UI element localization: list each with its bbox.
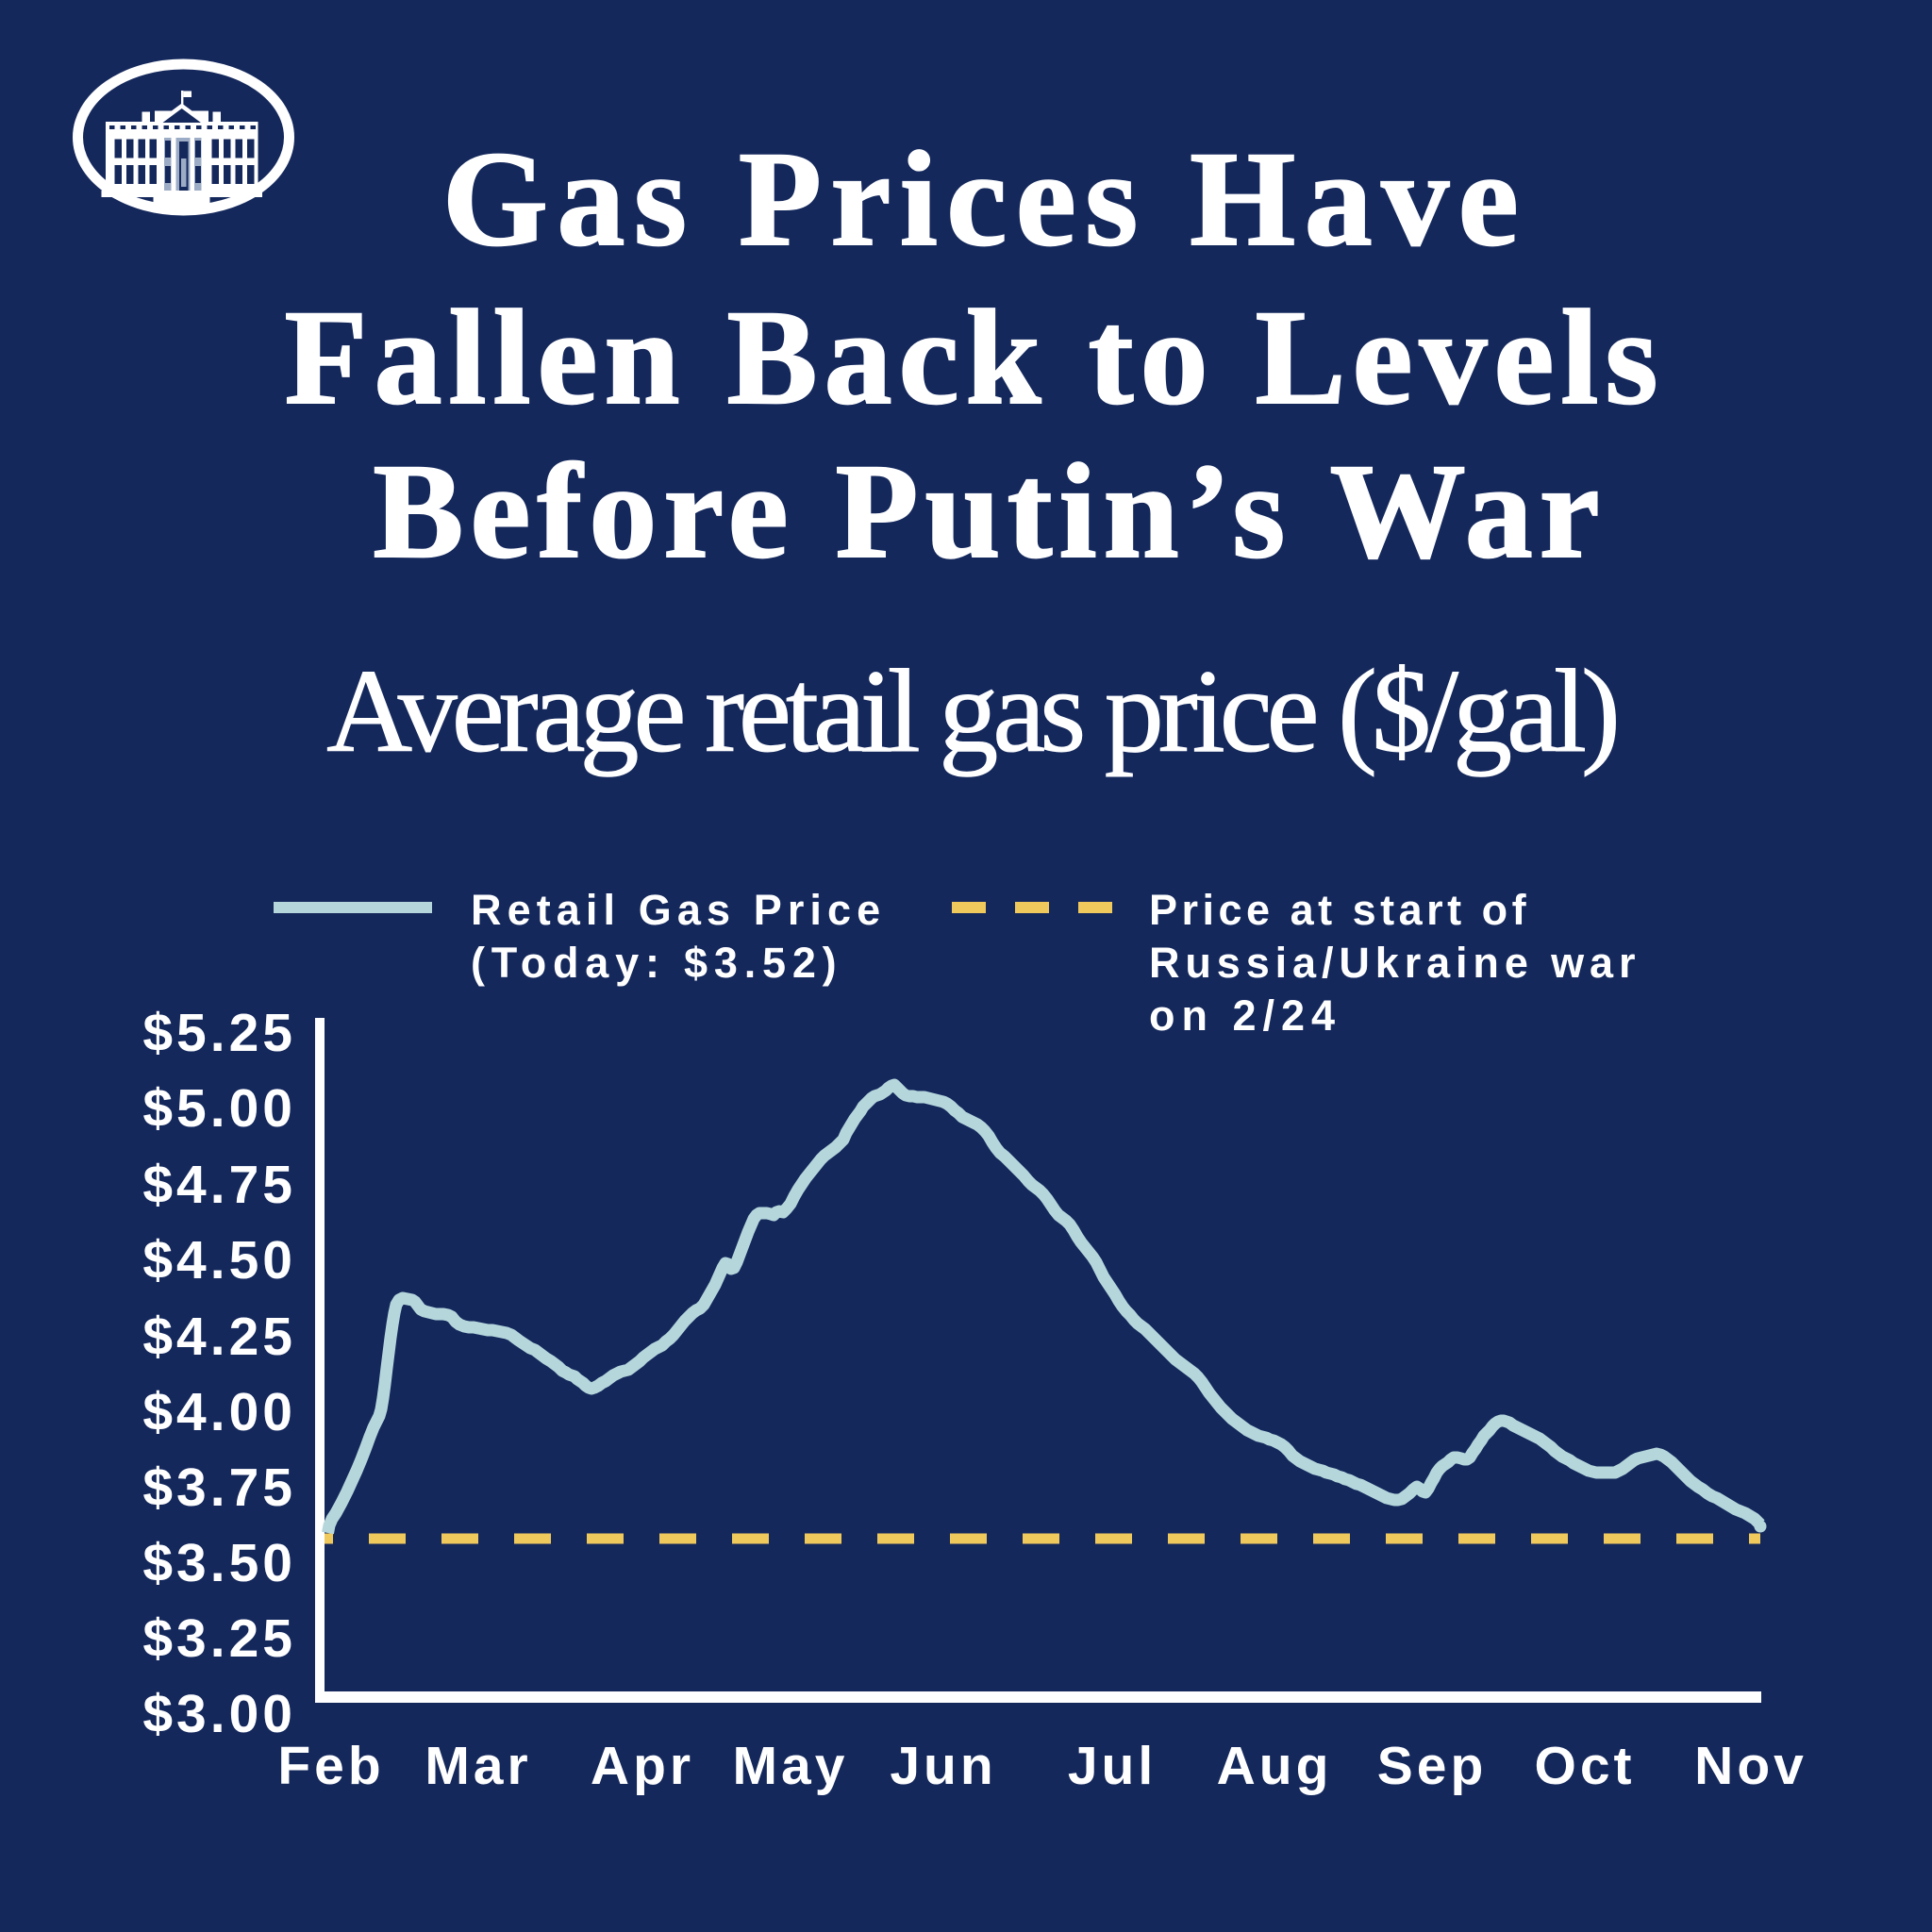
svg-text:Mar: Mar [425, 1736, 531, 1796]
svg-text:$4.25: $4.25 [142, 1307, 296, 1367]
svg-text:$4.00: $4.00 [142, 1382, 296, 1442]
svg-text:Sep: Sep [1377, 1736, 1488, 1796]
svg-text:Before Putin’s War: Before Putin’s War [373, 437, 1606, 587]
svg-text:$5.00: $5.00 [142, 1078, 296, 1139]
svg-text:$4.50: $4.50 [142, 1230, 296, 1291]
svg-text:$3.00: $3.00 [142, 1684, 296, 1744]
svg-text:$4.75: $4.75 [142, 1155, 296, 1215]
svg-text:Retail Gas Price: Retail Gas Price [471, 886, 886, 934]
svg-text:Oct: Oct [1534, 1736, 1635, 1796]
svg-text:$5.25: $5.25 [142, 1003, 296, 1063]
svg-text:Apr: Apr [591, 1736, 694, 1796]
svg-text:on 2/24: on 2/24 [1149, 991, 1341, 1040]
svg-text:Jul: Jul [1068, 1736, 1157, 1796]
svg-text:May: May [733, 1736, 849, 1796]
svg-text:Fallen Back to Levels: Fallen Back to Levels [285, 283, 1665, 433]
svg-text:Price at start of: Price at start of [1149, 886, 1530, 934]
svg-text:Average retail gas price ($/ga: Average retail gas price ($/gal) [326, 646, 1616, 777]
svg-text:Jun: Jun [890, 1736, 996, 1796]
svg-text:$3.50: $3.50 [142, 1533, 296, 1593]
svg-text:Aug: Aug [1217, 1736, 1333, 1796]
svg-text:Russia/Ukraine war: Russia/Ukraine war [1149, 939, 1641, 987]
svg-text:$3.25: $3.25 [142, 1608, 296, 1669]
svg-text:Nov: Nov [1694, 1736, 1807, 1796]
svg-text:$3.75: $3.75 [142, 1457, 296, 1518]
svg-text:(Today: $3.52): (Today: $3.52) [471, 939, 842, 987]
svg-text:Feb: Feb [277, 1736, 384, 1796]
svg-text:Gas Prices Have: Gas Prices Have [442, 125, 1527, 275]
